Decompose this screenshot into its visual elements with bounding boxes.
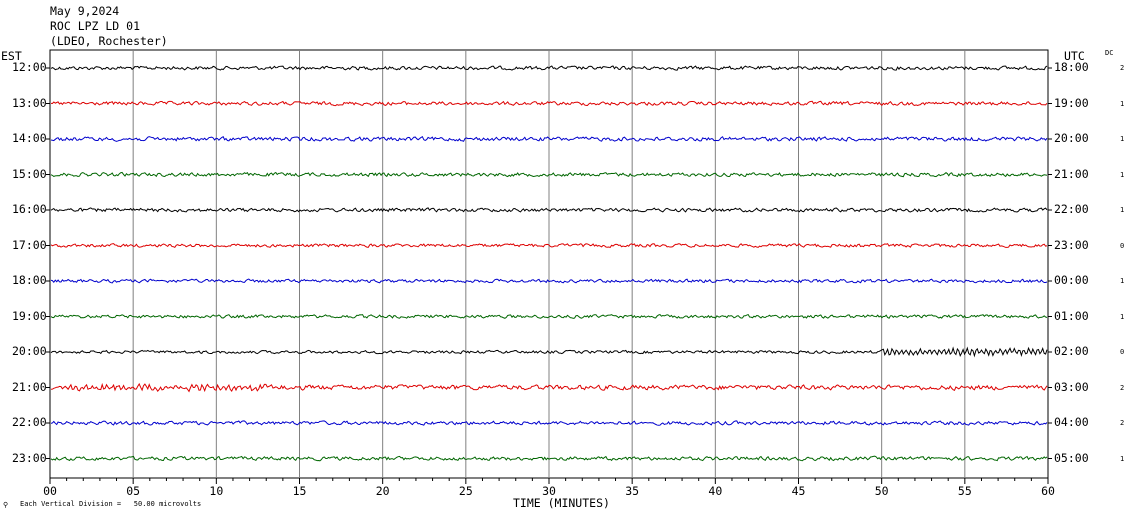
dc-value-label: 2 <box>1120 383 1125 392</box>
x-tick-label: 60 <box>1041 484 1055 498</box>
est-time-label: 15:00 <box>12 166 47 181</box>
est-time-label: 14:00 <box>12 131 47 145</box>
seismic-traces <box>50 65 1048 462</box>
est-time-label: 12:00 <box>12 60 47 74</box>
est-time-label: 23:00 <box>12 450 47 465</box>
dc-value-label: 1 <box>1120 277 1125 285</box>
right-timezone-label: UTC <box>1064 49 1085 63</box>
est-time-label: 22:00 <box>12 415 47 429</box>
plot-date: May 9,2024 <box>50 4 120 18</box>
x-tick-label: 20 <box>376 484 390 498</box>
trace-line <box>50 171 1048 178</box>
est-time-label: 20:00 <box>12 344 47 358</box>
est-time-label: 18:00 <box>12 273 47 287</box>
grid-lines <box>49 49 1049 479</box>
dc-value-label: 1 <box>1120 454 1125 463</box>
x-tick-label: 55 <box>958 484 972 498</box>
est-time-label: 17:00 <box>12 237 47 252</box>
utc-time-label: 02:00 <box>1054 344 1089 358</box>
dc-value-label: 1 <box>1120 99 1125 108</box>
utc-time-label: 21:00 <box>1054 166 1089 181</box>
trace-line <box>50 100 1048 107</box>
trace-line <box>50 420 1048 426</box>
est-time-label: 13:00 <box>12 95 47 110</box>
utc-time-label: 23:00 <box>1054 237 1089 252</box>
trace-line <box>50 243 1048 249</box>
x-tick-label: 45 <box>792 484 806 498</box>
dc-value-label: 1 <box>1120 206 1125 214</box>
dc-value-label: 1 <box>1120 170 1125 179</box>
station-location: (LDEO, Rochester) <box>50 34 168 48</box>
trace-line <box>50 207 1048 213</box>
utc-time-label: 18:00 <box>1054 60 1089 74</box>
dc-value-label: 0 <box>1120 241 1125 250</box>
trace-line <box>50 455 1048 462</box>
utc-time-label: 22:00 <box>1054 202 1089 216</box>
est-time-label: 21:00 <box>12 379 47 394</box>
dc-value-label: 0 <box>1120 348 1125 356</box>
utc-time-label: 19:00 <box>1054 95 1089 110</box>
trace-line <box>50 382 1048 393</box>
utc-time-label: 01:00 <box>1054 308 1089 323</box>
x-tick-label: 15 <box>293 484 307 498</box>
trace-line <box>50 346 1048 358</box>
x-tick-label: 05 <box>126 484 140 498</box>
left-timezone-label: EST <box>1 49 22 63</box>
dc-value-label: 2 <box>1120 419 1125 427</box>
utc-time-label: 03:00 <box>1054 379 1089 394</box>
dc-value-label: 1 <box>1120 312 1125 321</box>
x-tick-label: 25 <box>459 484 473 498</box>
trace-line <box>50 65 1048 71</box>
x-tick-label: 30 <box>542 484 556 498</box>
x-axis: 00 05 10 15 20 25 30 35 40 45 50 55 60 <box>43 67 1055 498</box>
utc-time-label: 05:00 <box>1054 450 1089 465</box>
scale-note: Each Vertical Division = 50.00 microvolt… <box>20 500 202 508</box>
x-tick-label: 35 <box>625 484 639 498</box>
dc-header-label: DC <box>1105 49 1114 57</box>
x-tick-label: 10 <box>209 484 223 498</box>
trace-line <box>50 278 1048 284</box>
trace-line <box>50 136 1048 142</box>
x-tick-label: 00 <box>43 484 57 498</box>
scale-icon: ⚲ <box>3 501 9 509</box>
est-time-label: 19:00 <box>12 308 47 323</box>
x-tick-label: 40 <box>708 484 722 498</box>
est-time-label: 16:00 <box>12 202 47 216</box>
dc-value-label: 1 <box>1120 135 1125 143</box>
utc-time-label: 04:00 <box>1054 415 1089 429</box>
dc-value-label: 2 <box>1120 64 1125 72</box>
utc-time-label: 20:00 <box>1054 131 1089 145</box>
station-code: ROC LPZ LD 01 <box>50 19 141 33</box>
trace-line <box>50 313 1048 319</box>
x-tick-label: 50 <box>875 484 889 498</box>
x-axis-title: TIME (MINUTES) <box>513 496 610 510</box>
utc-time-label: 00:00 <box>1054 273 1089 287</box>
